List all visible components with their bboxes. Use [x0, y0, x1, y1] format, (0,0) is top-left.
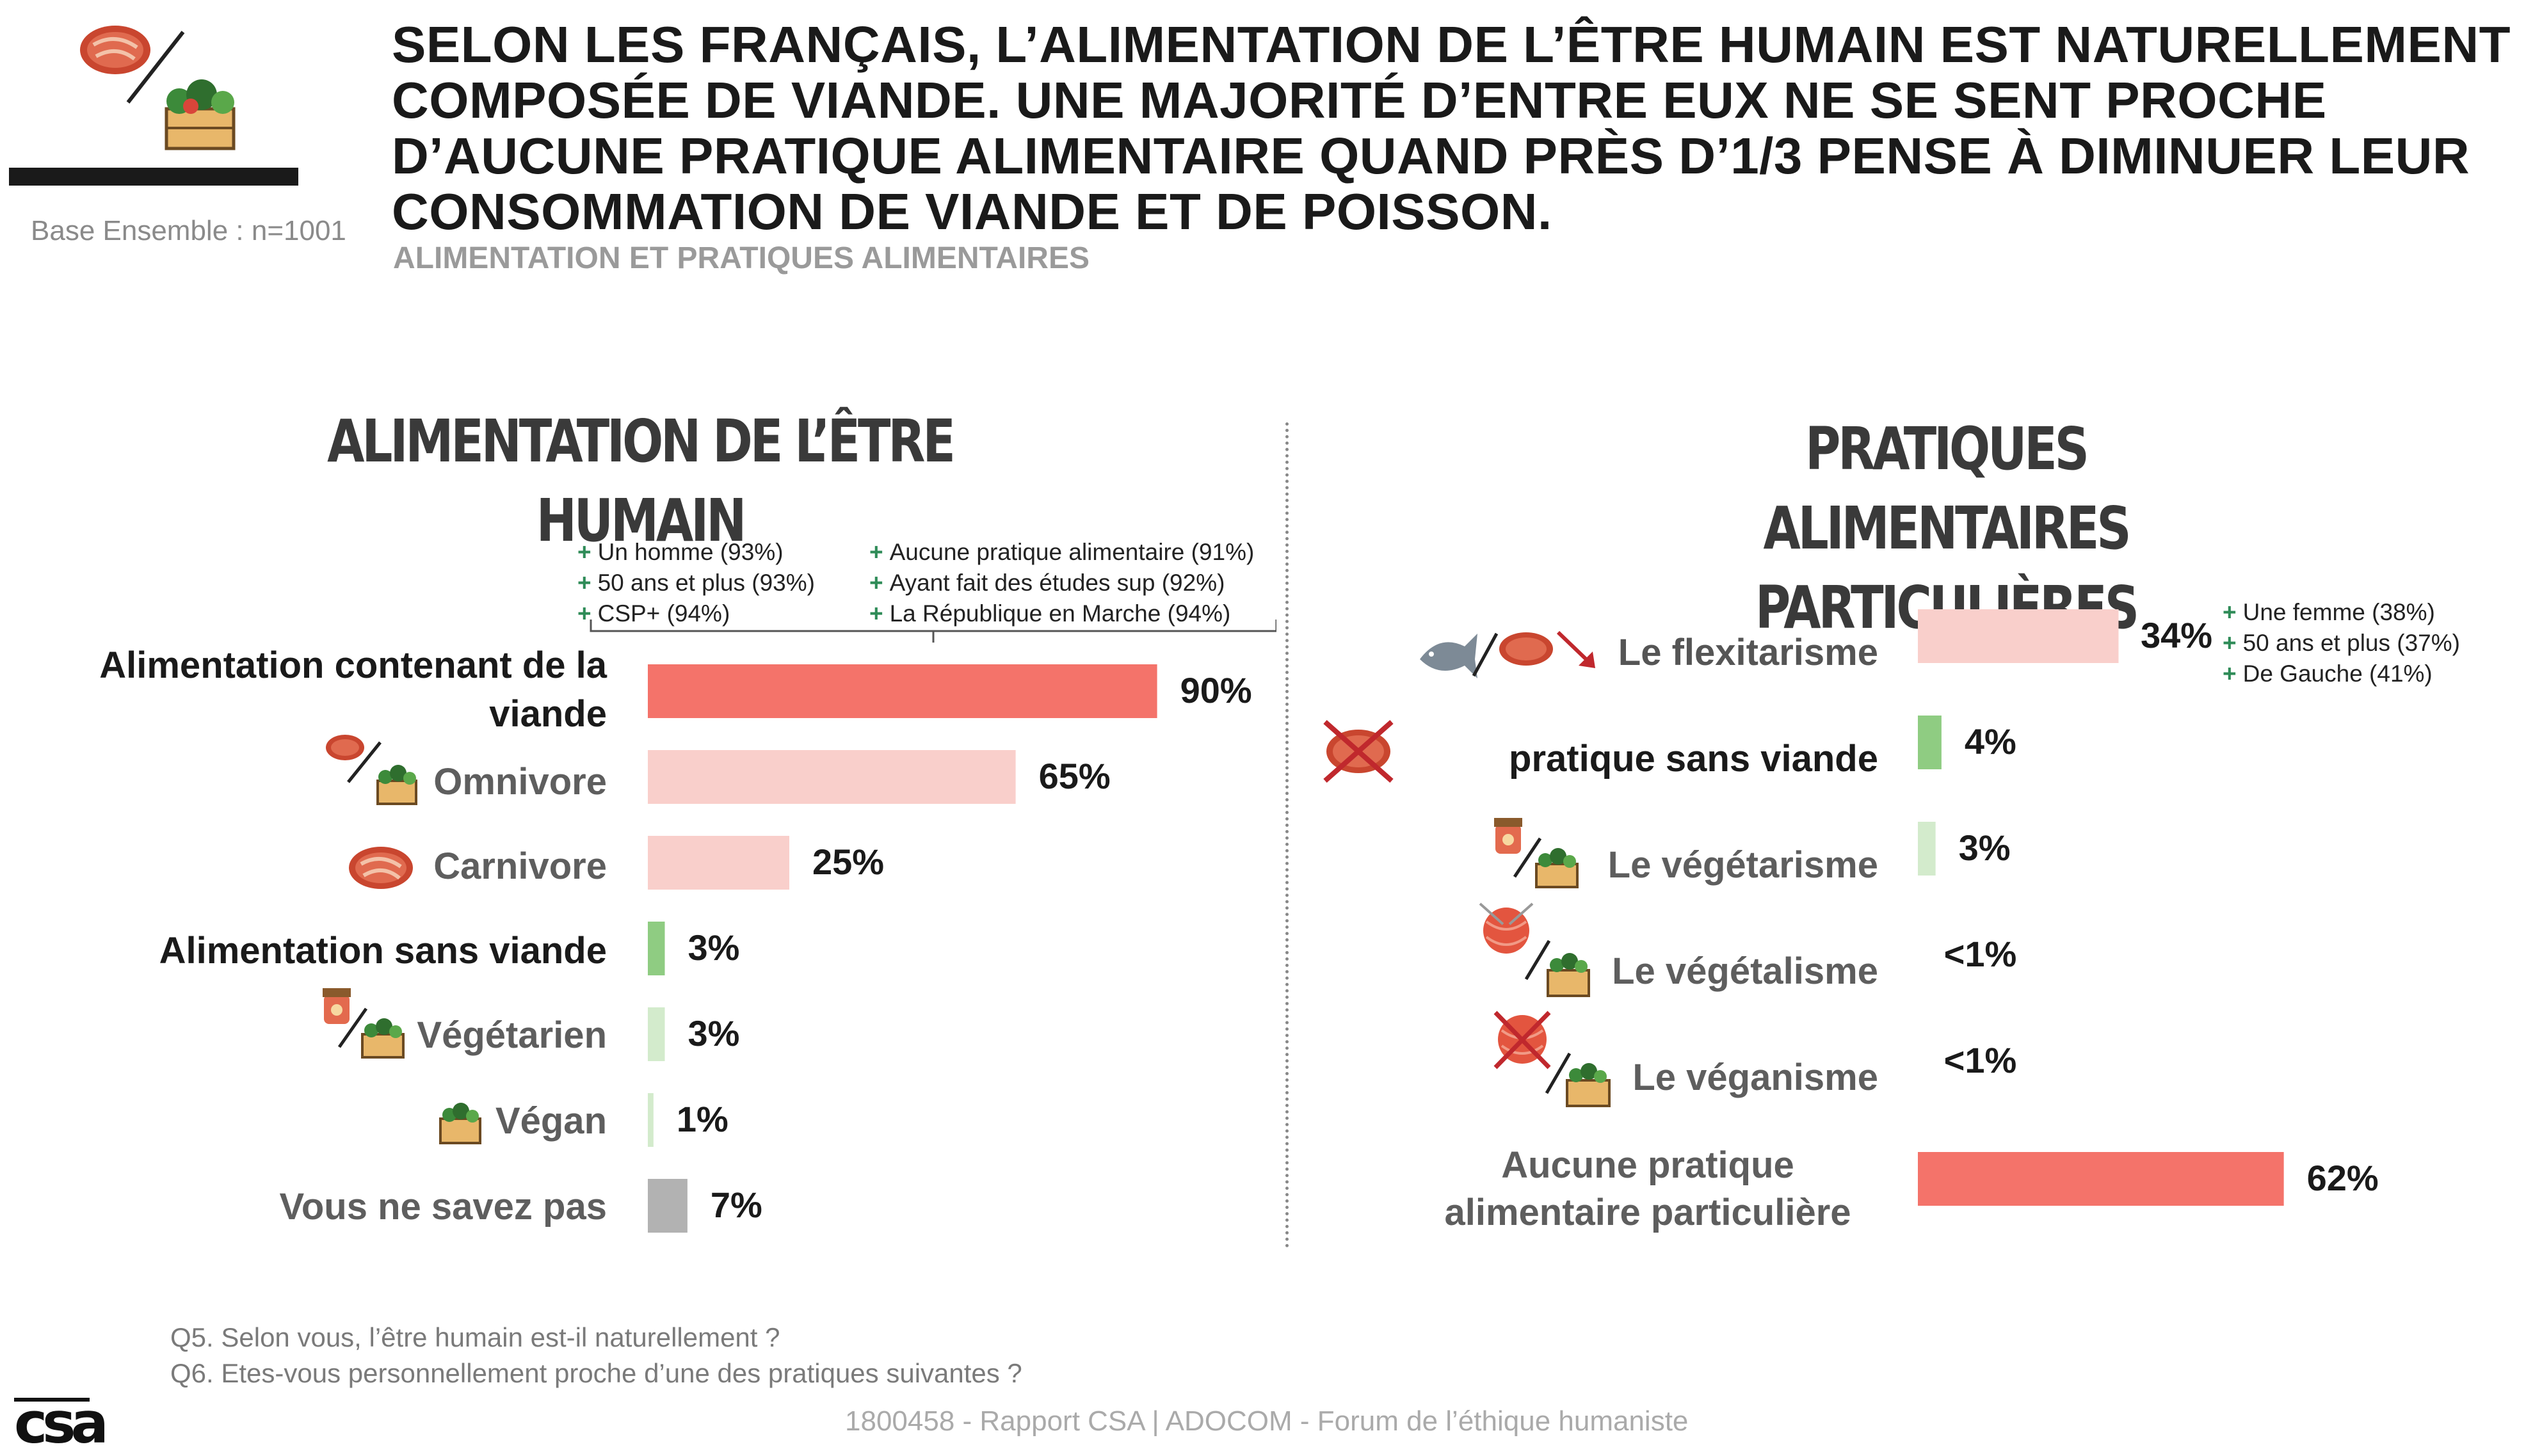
bar — [648, 836, 789, 890]
category-label: pratique sans viande — [1509, 738, 1878, 780]
left-note-item: + La République en Marche (94%) — [869, 600, 1231, 627]
bar — [648, 1179, 688, 1233]
value-label: 34% — [2141, 615, 2213, 655]
logo-rule — [14, 1398, 90, 1402]
omnivore-icon — [326, 735, 417, 805]
veganism-yarn-icon — [1479, 902, 1590, 997]
flexitarian-icon — [1420, 630, 1595, 678]
category-label: Alimentation contenant de la viande — [99, 644, 607, 735]
jam-jar-icon — [323, 988, 351, 1024]
left-note-item: + Aucune pratique alimentaire (91%) — [869, 539, 1255, 565]
value-label: <1% — [1943, 934, 2017, 974]
category-label: Le végétarisme — [1607, 844, 1878, 886]
steak-icon — [349, 847, 413, 889]
bar — [648, 750, 1016, 804]
bar — [648, 1093, 654, 1147]
section-divider — [1285, 422, 1289, 1248]
category-label: Aucune pratique alimentaire particulière — [1444, 1144, 1851, 1233]
value-label: 62% — [2306, 1158, 2379, 1198]
steak-icon — [1499, 632, 1553, 666]
category-label: Vous ne savez pas — [279, 1186, 607, 1228]
bar — [648, 664, 1157, 718]
category-label: Omnivore — [433, 761, 607, 803]
bar — [648, 922, 665, 975]
vegetable-crate-icon — [165, 79, 236, 150]
left-chart-title: ALIMENTATION DE L’ÊTRE HUMAIN — [327, 407, 956, 555]
left-note-text: 50 ans et plus (93%) — [597, 570, 815, 596]
right-note-text: Une femme (38%) — [2242, 599, 2435, 625]
left-note-item: + Un homme (93%) — [577, 539, 784, 565]
question-q5: Q5. Selon vous, l’être humain est-il nat… — [170, 1322, 780, 1352]
left-note-text: Aucune pratique alimentaire (91%) — [889, 539, 1255, 565]
right-note-item: +50 ans et plus (37%) — [2223, 630, 2460, 656]
left-note-text: La République en Marche (94%) — [889, 600, 1231, 627]
notes-bracket — [590, 620, 1276, 643]
page-subtitle: ALIMENTATION ET PRATIQUES ALIMENTAIRES — [393, 241, 1090, 275]
value-label: <1% — [1943, 1040, 2017, 1080]
steak-vegetables-icon — [80, 26, 236, 150]
jam-jar-icon — [1494, 818, 1522, 854]
left-note-text: Ayant fait des études sup (92%) — [889, 570, 1225, 596]
bar — [1918, 822, 1936, 876]
value-label: 3% — [688, 927, 740, 968]
left-note-item: +50 ans et plus (93%) — [577, 570, 815, 596]
steak-icon — [80, 26, 150, 74]
crossed-out-steak-icon — [1323, 720, 1394, 783]
right-chart-title: PRATIQUES ALIMENTAIRES PARTICULIÈRES — [1755, 415, 2139, 642]
vegetarian-icon — [323, 988, 405, 1059]
category-label: Végan — [495, 1100, 607, 1142]
value-label: 65% — [1038, 756, 1111, 796]
right-note-item: + Une femme (38%) — [2223, 599, 2435, 625]
steak-icon — [326, 735, 364, 760]
page-title: SELON LES FRANÇAIS, L’ALIMENTATION DE L’… — [392, 16, 2511, 240]
category-label: Le végétalisme — [1612, 950, 1878, 992]
vegetable-crate-icon — [361, 1018, 405, 1059]
csa-logo: csa — [14, 1390, 109, 1456]
header-rule — [9, 168, 298, 186]
red-arrow-icon — [1556, 630, 1595, 668]
value-label: 4% — [1964, 721, 2016, 762]
base-label: Base Ensemble : n=1001 — [31, 215, 346, 246]
right-note-item: + De Gauche (41%) — [2223, 660, 2433, 687]
bar — [1918, 716, 1942, 769]
value-label: 25% — [812, 842, 885, 882]
footer-source: 1800458 - Rapport CSA | ADOCOM - Forum d… — [845, 1405, 1689, 1437]
vegetable-crate-icon — [376, 765, 417, 805]
left-note-item: + Ayant fait des études sup (92%) — [869, 570, 1225, 596]
fish-icon — [1420, 634, 1477, 678]
veganism-icon — [1493, 1011, 1611, 1107]
value-label: 7% — [710, 1185, 762, 1225]
bar — [1918, 1034, 1921, 1088]
right-note-text: De Gauche (41%) — [2242, 660, 2433, 687]
category-label: Alimentation sans viande — [159, 930, 607, 972]
left-note-item: + CSP+ (94%) — [577, 600, 730, 627]
left-note-text: CSP+ (94%) — [597, 600, 730, 627]
vegetable-crate-icon — [1566, 1063, 1611, 1107]
bar — [648, 1007, 665, 1061]
left-note-text: Un homme (93%) — [597, 539, 784, 565]
question-q6: Q6. Etes-vous personnellement proche d’u… — [170, 1358, 1022, 1388]
right-note-text: 50 ans et plus (37%) — [2242, 630, 2460, 656]
category-label: Le flexitarisme — [1618, 632, 1878, 673]
yarn-ball-icon — [1493, 1011, 1551, 1069]
category-label: Végétarien — [417, 1014, 607, 1056]
vegetarianism-icon — [1494, 818, 1579, 888]
bar — [1918, 928, 1921, 982]
vegetable-crate-icon — [1535, 848, 1579, 888]
bar — [1918, 1152, 2284, 1206]
value-label: 3% — [1958, 828, 2011, 868]
value-label: 1% — [676, 1099, 728, 1139]
category-label: Carnivore — [433, 845, 607, 887]
vegetable-crate-icon — [1547, 953, 1590, 997]
value-label: 3% — [688, 1013, 740, 1053]
yarn-ball-icon — [1479, 902, 1534, 954]
value-label: 90% — [1180, 670, 1252, 710]
vegetable-crate-icon — [439, 1103, 481, 1144]
category-label: Le véganisme — [1632, 1057, 1878, 1098]
